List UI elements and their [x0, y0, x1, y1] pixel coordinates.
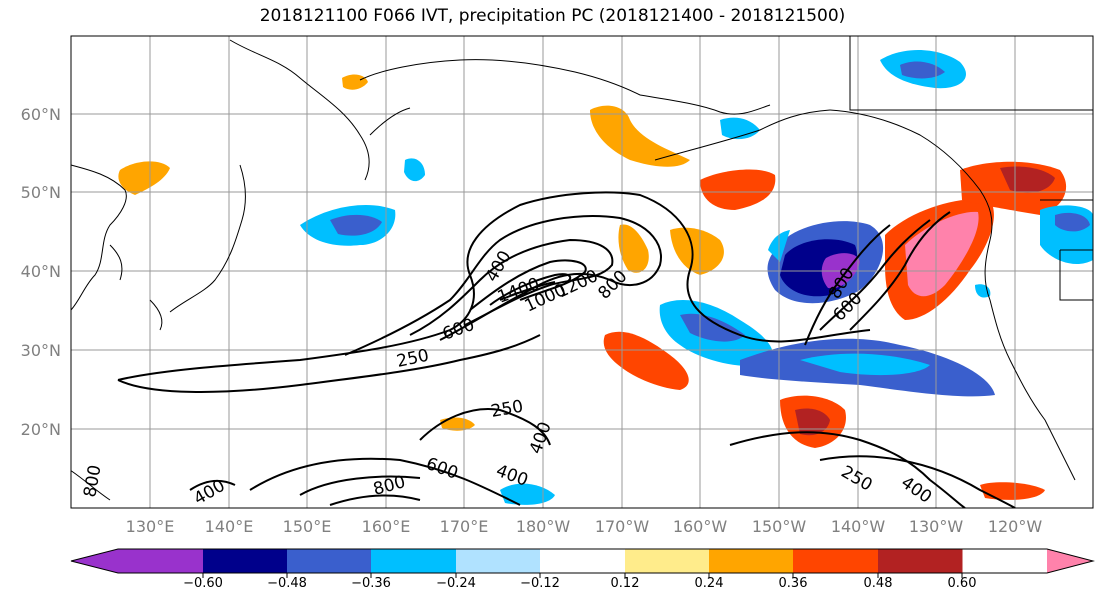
lat-label: 50°N [21, 183, 61, 202]
map-frame [70, 35, 1094, 509]
lon-label: 150°E [283, 517, 332, 536]
lon-label: 160°E [362, 517, 411, 536]
lon-label: 180°W [516, 517, 571, 536]
colorbar-extend-max [1047, 549, 1093, 573]
colorbar-swatch [793, 549, 879, 573]
colorbar-label: 0.36 [779, 576, 808, 591]
colorbar-label: −0.36 [351, 576, 391, 591]
colorbar-swatches [70, 548, 1095, 574]
lat-label: 60°N [21, 105, 61, 124]
lon-label: 150°W [752, 517, 807, 536]
colorbar-swatch [371, 549, 457, 573]
map-plot-area: 250 250 400 400 400 400 600 600 600 800 … [71, 36, 1093, 508]
lon-label: 160°W [673, 517, 728, 536]
lon-label: 130°W [909, 517, 964, 536]
lon-label: 130°E [126, 517, 175, 536]
colorbar-tick-labels: −0.60 −0.48 −0.36 −0.24 −0.12 0.12 0.24 … [183, 576, 976, 591]
colorbar-label: −0.12 [520, 576, 560, 591]
colorbar-extend-min [71, 549, 118, 573]
colorbar-swatch [540, 549, 626, 573]
lon-label: 120°W [988, 517, 1043, 536]
longitude-labels: 130°E 140°E 150°E 160°E 170°E 180°W 170°… [126, 517, 1043, 536]
colorbar-label: 0.12 [611, 576, 640, 591]
colorbar-label: −0.24 [436, 576, 476, 591]
coastlines [71, 36, 1093, 501]
lat-label: 30°N [21, 341, 61, 360]
colorbar-swatch [878, 549, 963, 573]
lon-label: 140°W [831, 517, 886, 536]
ivt-contours [117, 191, 1016, 508]
colorbar-swatch [625, 549, 710, 573]
lon-label: 170°W [595, 517, 650, 536]
colorbar: −0.60 −0.48 −0.36 −0.24 −0.12 0.12 0.24 … [70, 548, 1095, 591]
ivt-contour-labels: 250 250 400 400 400 400 600 600 600 800 … [80, 247, 935, 508]
colorbar-ticks [202, 573, 963, 578]
colorbar-swatch [456, 549, 541, 573]
colorbar-outline [70, 548, 1095, 574]
colorbar-label: 0.24 [695, 576, 724, 591]
colorbar-swatch [287, 549, 372, 573]
colorbar-label: −0.48 [267, 576, 307, 591]
lat-label: 40°N [21, 262, 61, 281]
colorbar-label: 0.48 [864, 576, 893, 591]
colorbar-swatch [203, 549, 288, 573]
lon-label: 170°E [440, 517, 489, 536]
lon-label: 140°E [205, 517, 254, 536]
map-title: 2018121100 F066 IVT, precipitation PC (2… [259, 6, 846, 26]
lat-label: 20°N [21, 420, 61, 439]
graticule [71, 36, 1093, 508]
colorbar-label: −0.60 [183, 576, 223, 591]
colorbar-label: 0.60 [948, 576, 977, 591]
colorbar-swatch [118, 549, 204, 573]
latitude-labels: 60°N 50°N 40°N 30°N 20°N [21, 105, 61, 439]
colorbar-swatch [709, 549, 794, 573]
